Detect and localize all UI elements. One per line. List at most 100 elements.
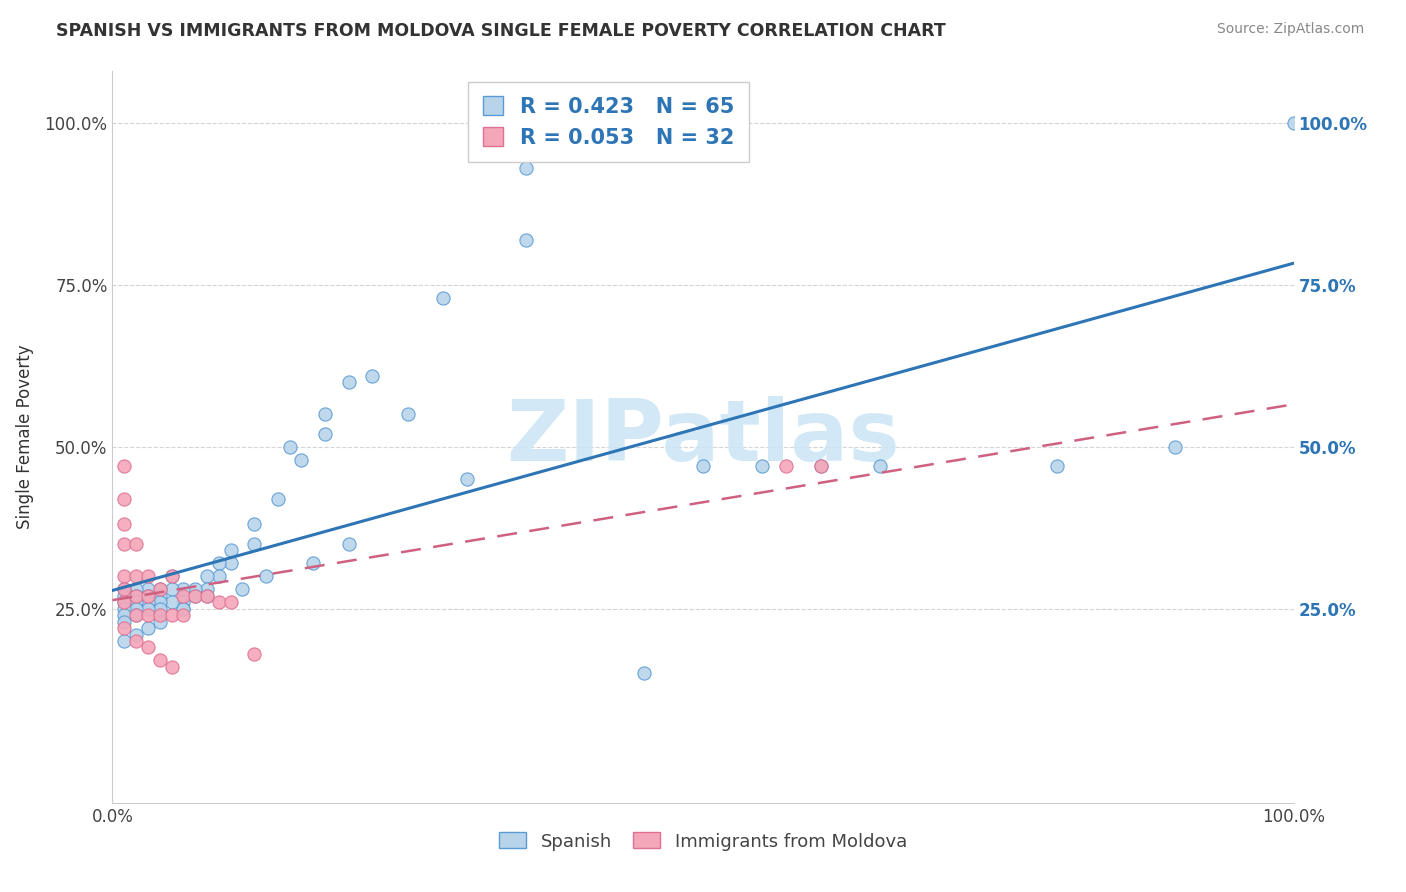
Point: [112, 491, 135, 506]
Point: [112, 608, 135, 623]
Point: [149, 608, 172, 623]
Point: [112, 601, 135, 615]
Point: [160, 608, 183, 623]
Point: [869, 459, 891, 474]
Point: [125, 537, 148, 551]
Point: [396, 408, 419, 422]
Point: [112, 589, 135, 603]
Point: [112, 615, 135, 629]
Point: [112, 517, 135, 532]
Point: [160, 660, 183, 674]
Point: [112, 634, 135, 648]
Point: [112, 621, 135, 635]
Text: SPANISH VS IMMIGRANTS FROM MOLDOVA SINGLE FEMALE POVERTY CORRELATION CHART: SPANISH VS IMMIGRANTS FROM MOLDOVA SINGL…: [56, 22, 946, 40]
Point: [172, 601, 194, 615]
Point: [231, 582, 253, 597]
Point: [125, 589, 148, 603]
Point: [136, 589, 159, 603]
Point: [149, 582, 172, 597]
Point: [1164, 440, 1187, 454]
Point: [172, 601, 194, 615]
Point: [195, 569, 218, 583]
Point: [337, 375, 360, 389]
Point: [290, 452, 312, 467]
Point: [125, 601, 148, 615]
Point: [208, 595, 231, 609]
Point: [810, 459, 832, 474]
Point: [515, 161, 537, 176]
Point: [515, 233, 537, 247]
Point: [184, 589, 207, 603]
Point: [160, 569, 183, 583]
Point: [219, 543, 242, 558]
Point: [125, 608, 148, 623]
Point: [149, 582, 172, 597]
Point: [810, 459, 832, 474]
Point: [219, 557, 242, 571]
Point: [243, 537, 266, 551]
Point: [456, 472, 478, 486]
Legend: Spanish, Immigrants from Moldova: Spanish, Immigrants from Moldova: [489, 823, 917, 860]
Point: [195, 589, 218, 603]
Point: [112, 595, 135, 609]
Point: [125, 608, 148, 623]
Point: [208, 557, 231, 571]
Y-axis label: Single Female Poverty: Single Female Poverty: [15, 345, 34, 529]
Text: Source: ZipAtlas.com: Source: ZipAtlas.com: [1216, 22, 1364, 37]
Point: [314, 426, 336, 441]
Point: [136, 601, 159, 615]
Point: [112, 582, 135, 597]
Point: [149, 653, 172, 667]
Point: [149, 601, 172, 615]
Point: [184, 582, 207, 597]
Point: [302, 557, 325, 571]
Point: [432, 291, 454, 305]
Point: [692, 459, 714, 474]
Point: [172, 595, 194, 609]
Point: [775, 459, 797, 474]
Point: [149, 615, 172, 629]
Point: [1282, 116, 1305, 130]
Point: [633, 666, 655, 681]
Point: [160, 569, 183, 583]
Point: [149, 595, 172, 609]
Point: [751, 459, 773, 474]
Point: [254, 569, 277, 583]
Point: [125, 634, 148, 648]
Point: [172, 608, 194, 623]
Point: [160, 582, 183, 597]
Point: [172, 589, 194, 603]
Point: [125, 627, 148, 641]
Point: [112, 537, 135, 551]
Point: [136, 582, 159, 597]
Point: [278, 440, 301, 454]
Point: [267, 491, 290, 506]
Point: [208, 569, 231, 583]
Point: [112, 569, 135, 583]
Point: [314, 408, 336, 422]
Point: [195, 582, 218, 597]
Point: [125, 569, 148, 583]
Point: [361, 368, 384, 383]
Point: [136, 621, 159, 635]
Point: [243, 517, 266, 532]
Point: [125, 595, 148, 609]
Point: [172, 582, 194, 597]
Point: [136, 608, 159, 623]
Point: [125, 589, 148, 603]
Point: [184, 589, 207, 603]
Point: [136, 640, 159, 655]
Point: [136, 569, 159, 583]
Point: [149, 589, 172, 603]
Text: ZIPatlas: ZIPatlas: [506, 395, 900, 479]
Point: [195, 589, 218, 603]
Point: [136, 595, 159, 609]
Point: [112, 595, 135, 609]
Point: [160, 595, 183, 609]
Point: [112, 582, 135, 597]
Point: [337, 537, 360, 551]
Point: [1046, 459, 1069, 474]
Point: [112, 459, 135, 474]
Point: [136, 589, 159, 603]
Point: [125, 582, 148, 597]
